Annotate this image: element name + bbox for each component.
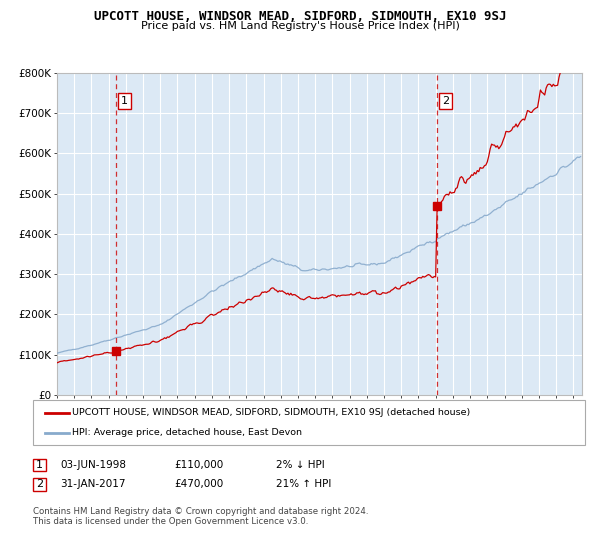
Text: 03-JUN-1998: 03-JUN-1998 (60, 460, 126, 470)
Text: UPCOTT HOUSE, WINDSOR MEAD, SIDFORD, SIDMOUTH, EX10 9SJ (detached house): UPCOTT HOUSE, WINDSOR MEAD, SIDFORD, SID… (72, 408, 470, 417)
Text: 21% ↑ HPI: 21% ↑ HPI (276, 479, 331, 489)
Text: £110,000: £110,000 (174, 460, 223, 470)
Text: UPCOTT HOUSE, WINDSOR MEAD, SIDFORD, SIDMOUTH, EX10 9SJ: UPCOTT HOUSE, WINDSOR MEAD, SIDFORD, SID… (94, 10, 506, 22)
Text: 2% ↓ HPI: 2% ↓ HPI (276, 460, 325, 470)
Text: Price paid vs. HM Land Registry's House Price Index (HPI): Price paid vs. HM Land Registry's House … (140, 21, 460, 31)
Text: 2: 2 (36, 479, 43, 489)
Text: 1: 1 (36, 460, 43, 470)
Text: 31-JAN-2017: 31-JAN-2017 (60, 479, 125, 489)
Text: HPI: Average price, detached house, East Devon: HPI: Average price, detached house, East… (72, 428, 302, 437)
Text: £470,000: £470,000 (174, 479, 223, 489)
Text: 2: 2 (442, 96, 449, 106)
Text: 1: 1 (121, 96, 128, 106)
Text: Contains HM Land Registry data © Crown copyright and database right 2024.
This d: Contains HM Land Registry data © Crown c… (33, 507, 368, 526)
